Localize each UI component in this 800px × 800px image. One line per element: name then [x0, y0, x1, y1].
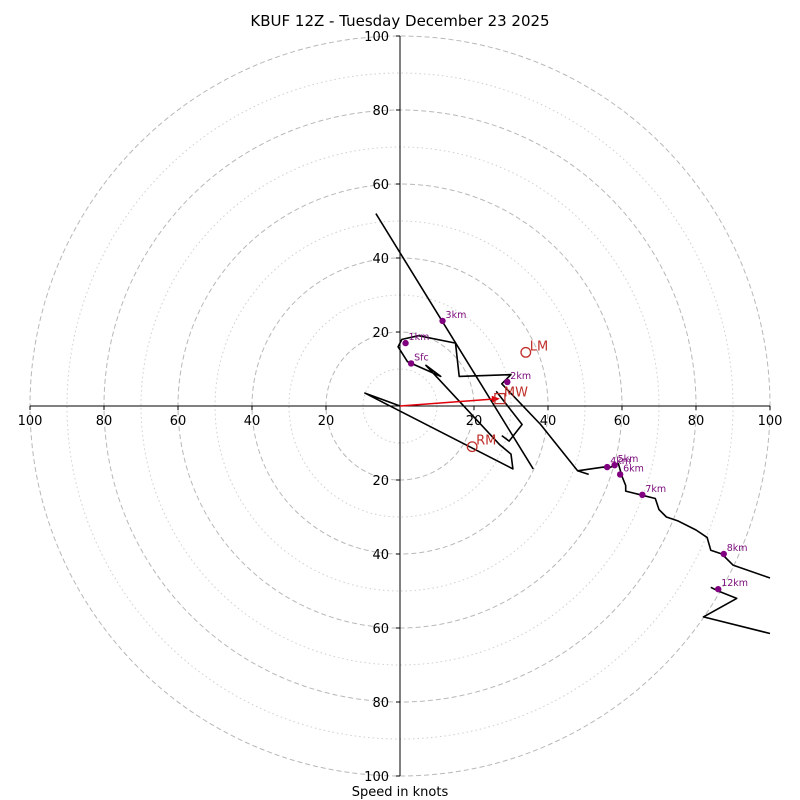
height-marker-2km — [504, 378, 511, 386]
motion-label-mw: MW — [504, 386, 528, 401]
y-tick-label: 20 — [372, 474, 389, 489]
x-tick-label: 60 — [170, 414, 187, 429]
height-marker-4km — [604, 463, 611, 471]
motion-marker-lm — [520, 346, 532, 358]
height-label-12km: 12km — [721, 578, 748, 589]
height-label-7km: 7km — [645, 484, 666, 495]
hodograph-trace-upper-line — [702, 586, 771, 635]
x-tick-label: 100 — [18, 414, 43, 429]
height-marker-6km — [616, 471, 624, 478]
x-tick-label: 40 — [244, 414, 261, 429]
height-marker-sfc — [407, 360, 415, 367]
x-tick-label: 80 — [688, 414, 705, 429]
x-axis-label: Speed in knots — [352, 785, 449, 800]
arrow-head — [491, 395, 500, 403]
y-tick-label: 60 — [372, 622, 389, 637]
height-label-3km: 3km — [446, 310, 467, 321]
height-marker-3km — [439, 317, 446, 325]
height-marker-5km — [611, 462, 618, 469]
x-tick-label: 40 — [540, 414, 557, 429]
chart-title: KBUF 12Z - Tuesday December 23 2025 — [250, 12, 549, 30]
height-marker-12km — [715, 585, 722, 593]
height-label-5km: 5km — [618, 454, 639, 465]
hodograph-trace-link — [495, 390, 523, 442]
x-tick-label: 20 — [318, 414, 335, 429]
motion-marker-mw — [494, 392, 506, 405]
x-tick-label: 100 — [758, 414, 783, 429]
mean-wind-arrow — [399, 395, 500, 407]
hodograph-trace-line — [364, 334, 771, 579]
height-label-8km: 8km — [727, 543, 748, 554]
y-tick-label: 20 — [372, 326, 389, 341]
height-label-6km: 6km — [623, 463, 644, 474]
motion-label-lm: LM — [530, 339, 548, 354]
height-marker-8km — [720, 550, 727, 558]
height-label-1km: 1km — [409, 332, 430, 343]
arrow-shaft — [399, 398, 494, 407]
hodograph-trace-segment — [375, 213, 534, 470]
height-label-4km: 4km — [610, 456, 631, 467]
x-tick-label: 20 — [466, 414, 483, 429]
y-tick-label: 40 — [372, 548, 389, 563]
y-tick-label: 80 — [372, 104, 389, 119]
height-label-sfc: Sfc — [414, 352, 429, 363]
y-tick-label: 60 — [372, 178, 389, 193]
y-tick-label: 40 — [372, 252, 389, 267]
hodograph-trace-hook — [577, 470, 589, 476]
storm-motion-markers: LM RM MW — [466, 339, 548, 453]
motion-marker-rm — [466, 441, 478, 453]
y-tick-label: 100 — [364, 30, 389, 45]
height-label-2km: 2km — [510, 371, 531, 382]
x-tick-label: 80 — [96, 414, 113, 429]
x-tick-label: 60 — [614, 414, 631, 429]
motion-label-rm: RM — [476, 434, 496, 449]
hodograph-traces — [364, 213, 771, 635]
y-tick-label: 80 — [372, 696, 389, 711]
tick-labels: 20 20 20 20 40 40 40 40 60 60 60 60 80 80 80 80 100 100 10… — [18, 30, 783, 785]
y-tick-label: 100 — [364, 770, 389, 785]
height-marker-7km — [639, 491, 646, 498]
height-marker-1km — [402, 339, 409, 347]
